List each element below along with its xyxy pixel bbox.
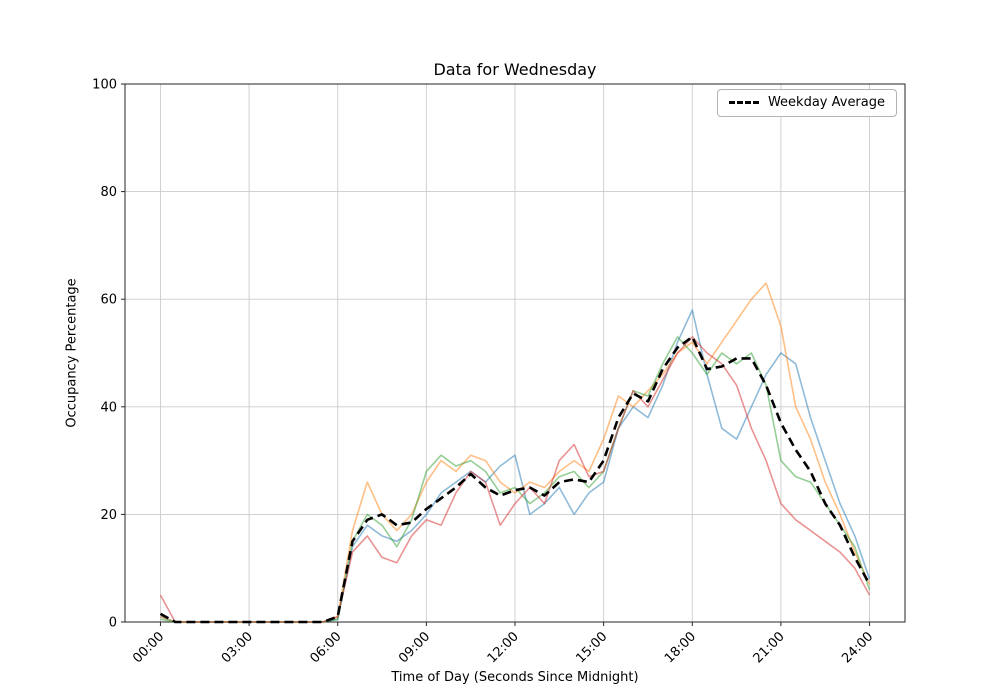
- y-tick-label: 80: [100, 185, 117, 200]
- legend-label: Weekday Average: [767, 95, 885, 110]
- y-tick-label: 100: [92, 78, 117, 93]
- x-axis-label: Time of Day (Seconds Since Midnight): [391, 670, 639, 685]
- x-tick-label: 03:00: [219, 629, 256, 666]
- chart-title: Data for Wednesday: [433, 60, 597, 79]
- dashed-line-swatch: [728, 101, 759, 104]
- y-tick-label: 40: [100, 400, 117, 415]
- legend: Weekday Average: [716, 89, 897, 117]
- x-tick-label: 18:00: [662, 629, 699, 666]
- y-tick-label: 60: [100, 293, 117, 308]
- x-tick-label: 24:00: [839, 629, 876, 666]
- x-tick-label: 21:00: [751, 629, 788, 666]
- x-tick-label: 15:00: [573, 629, 610, 666]
- y-tick-label: 0: [109, 616, 117, 631]
- x-tick-label: 12:00: [485, 629, 522, 666]
- x-tick-label: 06:00: [307, 629, 344, 666]
- y-axis-label: Occupancy Percentage: [64, 278, 80, 428]
- x-tick-label: 09:00: [396, 629, 433, 666]
- series-weekday-average: [159, 335, 871, 624]
- x-tick-label: 00:00: [130, 629, 167, 666]
- y-tick-label: 20: [100, 508, 117, 523]
